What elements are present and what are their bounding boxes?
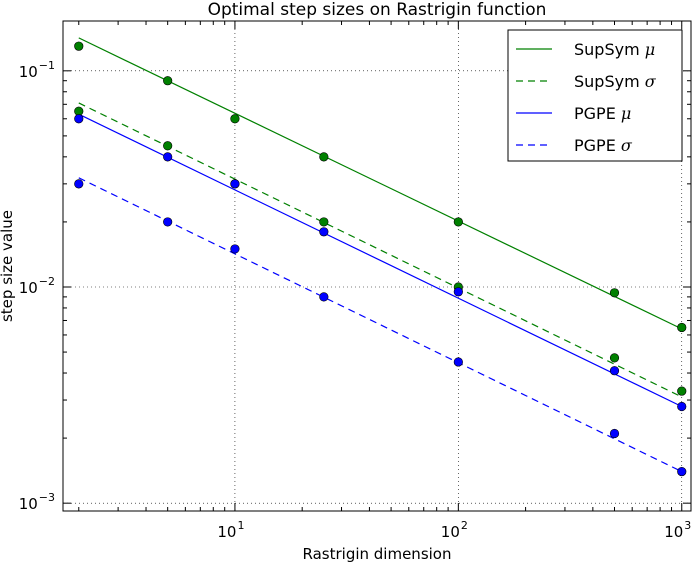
- series-line-3: [78, 177, 683, 473]
- fit-lines: [78, 37, 683, 473]
- legend-box: [507, 29, 683, 162]
- legend-label-0: SupSym μ: [574, 40, 655, 59]
- series-3-point: [453, 357, 463, 367]
- series-1-point: [677, 386, 687, 396]
- series-3-point: [609, 428, 620, 439]
- series-3-point: [163, 217, 173, 227]
- series-line-1: [78, 102, 683, 398]
- series-0-point: [609, 288, 620, 298]
- tick-labels: 101 102 103 10−3 10−2 10−1: [19, 59, 692, 541]
- series-0-point: [319, 152, 329, 162]
- series-3-point: [319, 292, 329, 302]
- series-3-point: [677, 466, 687, 477]
- series-0-point: [230, 114, 240, 124]
- series-2-point: [230, 179, 240, 189]
- series-0-point: [74, 41, 84, 51]
- grid: [63, 21, 691, 511]
- series-3-point: [74, 179, 84, 189]
- plot-frame: [62, 20, 692, 512]
- data-points: [74, 41, 687, 477]
- series-2-point: [609, 366, 620, 376]
- series-2-point: [163, 152, 173, 162]
- x-tick-label: 102: [441, 519, 468, 541]
- series-1-point: [319, 217, 329, 227]
- legend-label-3: PGPE σ: [574, 136, 633, 155]
- series-3-point: [230, 244, 240, 254]
- legend-label-2: PGPE μ: [574, 104, 631, 123]
- series-2-point: [453, 287, 463, 297]
- series-0-point: [453, 217, 463, 227]
- series-0-point: [163, 76, 173, 86]
- y-tick-label: 10−3: [19, 491, 55, 513]
- legend-label-1: SupSym σ: [574, 72, 657, 91]
- legend: SupSym μ SupSym σ PGPE μ PGPE σ: [507, 29, 683, 162]
- y-tick-label: 10−2: [19, 275, 55, 297]
- series-0-point: [677, 322, 687, 333]
- y-axis-label: step size value: [0, 210, 16, 322]
- x-tick-label: 103: [664, 519, 691, 541]
- series-1-point: [609, 353, 620, 363]
- y-tick-label: 10−1: [19, 59, 55, 81]
- series-2-point: [74, 114, 84, 124]
- series-line-2: [78, 113, 683, 408]
- x-axis-label: Rastrigin dimension: [303, 545, 452, 563]
- series-2-point: [319, 227, 329, 237]
- ticks: [63, 21, 691, 511]
- series-1-point: [163, 141, 173, 151]
- chart-title: Optimal step sizes on Rastrigin function: [208, 0, 547, 20]
- series-line-0: [78, 37, 683, 330]
- x-tick-label: 101: [217, 519, 244, 541]
- series-2-point: [677, 401, 687, 412]
